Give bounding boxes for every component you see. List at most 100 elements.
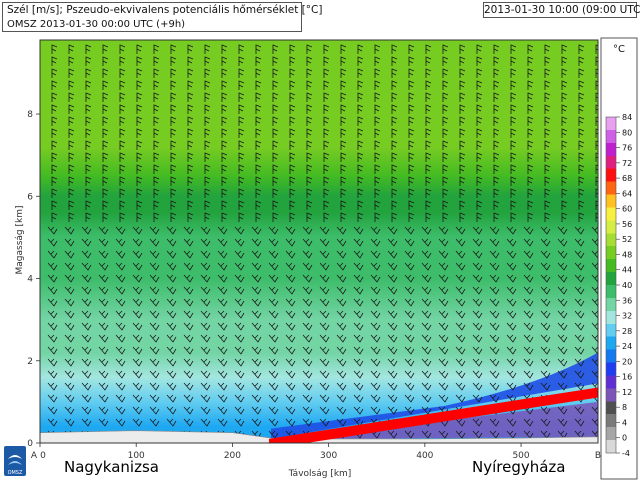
wind-barb — [204, 188, 211, 198]
wind-barb-shaft — [68, 80, 75, 90]
wind-barb-shaft — [472, 334, 483, 343]
wind-barb — [387, 382, 398, 391]
wind-barb-shaft — [340, 68, 347, 78]
wind-barb — [425, 116, 432, 126]
wind-barb-shaft — [357, 152, 364, 162]
wind-barb-shaft — [289, 44, 296, 54]
wind-barb-shaft — [459, 104, 466, 114]
wind-barb-shaft — [183, 382, 194, 391]
wind-barb — [544, 212, 551, 222]
wind-barb — [370, 226, 381, 235]
wind-barb-shaft — [64, 370, 75, 379]
wind-barb-shaft — [421, 274, 432, 283]
wind-barb — [404, 298, 415, 307]
wind-barb — [353, 238, 364, 247]
wind-barb-shaft — [472, 358, 483, 367]
wind-barb — [200, 286, 211, 295]
wind-barb — [289, 104, 296, 114]
wind-barb-shaft — [540, 370, 551, 379]
colorbar-tick-label: 76 — [622, 144, 632, 153]
wind-barb — [421, 382, 432, 391]
wind-barb — [442, 200, 449, 210]
wind-barb — [523, 358, 534, 367]
wind-barb-shaft — [64, 298, 75, 307]
wind-barb — [85, 92, 92, 102]
wind-barb-shaft — [255, 104, 262, 114]
wind-barb — [102, 116, 109, 126]
wind-barb-shaft — [323, 104, 330, 114]
wind-barb — [595, 44, 598, 54]
wind-barb-shaft — [119, 104, 126, 114]
wind-barb-shaft — [319, 322, 330, 331]
wind-barb — [404, 262, 415, 271]
wind-barb — [540, 250, 551, 259]
wind-barb — [238, 104, 245, 114]
wind-barb-shaft — [544, 176, 551, 186]
wind-barb-shaft — [217, 346, 228, 355]
wind-barb — [68, 80, 75, 90]
wind-barb — [595, 92, 598, 102]
wind-barb — [425, 140, 432, 150]
wind-barb — [438, 346, 449, 355]
wind-barb-shaft — [506, 262, 517, 271]
wind-barb — [204, 104, 211, 114]
wind-barb — [506, 370, 517, 379]
wind-barb-shaft — [544, 164, 551, 174]
wind-barb-shaft — [370, 334, 381, 343]
wind-barb — [387, 238, 398, 247]
wind-barb-shaft — [183, 274, 194, 283]
wind-barb-shaft — [323, 176, 330, 186]
wind-barb — [166, 394, 177, 403]
wind-barb — [132, 238, 143, 247]
wind-barb-shaft — [421, 226, 432, 235]
wind-barb-shaft — [119, 68, 126, 78]
wind-barb-shaft — [425, 104, 432, 114]
wind-barb — [136, 188, 143, 198]
wind-barb-shaft — [421, 262, 432, 271]
wind-barb — [170, 44, 177, 54]
y-tick-label: 2 — [27, 357, 33, 367]
wind-barb — [306, 80, 313, 90]
wind-barb — [115, 382, 126, 391]
wind-barb — [323, 164, 330, 174]
wind-barb-shaft — [85, 92, 92, 102]
colorbar-tick-label: 72 — [622, 159, 632, 168]
wind-barb — [523, 262, 534, 271]
wind-barb-shaft — [153, 212, 160, 222]
wind-barb-shaft — [119, 212, 126, 222]
wind-barb — [574, 346, 585, 355]
wind-barb-shaft — [204, 116, 211, 126]
wind-barb-shaft — [540, 322, 551, 331]
wind-barb — [387, 430, 398, 439]
wind-barb — [132, 310, 143, 319]
wind-barb-shaft — [285, 298, 296, 307]
wind-barb-shaft — [404, 274, 415, 283]
wind-barb — [442, 92, 449, 102]
wind-barb — [217, 262, 228, 271]
wind-barb — [421, 346, 432, 355]
wind-barb-shaft — [489, 346, 500, 355]
wind-barb-shaft — [98, 262, 109, 271]
wind-barb — [336, 358, 347, 367]
wind-barb-shaft — [183, 250, 194, 259]
wind-barb — [268, 358, 279, 367]
wind-barb — [510, 44, 517, 54]
wind-barb — [442, 116, 449, 126]
wind-barb-shaft — [391, 164, 398, 174]
wind-barb — [489, 286, 500, 295]
wind-barb — [472, 262, 483, 271]
wind-barb-shaft — [408, 152, 415, 162]
wind-barb-shaft — [115, 298, 126, 307]
wind-barb — [47, 418, 58, 427]
wind-barb — [336, 274, 347, 283]
wind-barb-shaft — [544, 140, 551, 150]
wind-barb-shaft — [149, 274, 160, 283]
wind-barb — [268, 322, 279, 331]
wind-barb — [438, 358, 449, 367]
wind-barb — [476, 164, 483, 174]
wind-barb — [438, 298, 449, 307]
wind-barb-shaft — [425, 92, 432, 102]
wind-barb-shaft — [336, 370, 347, 379]
wind-barb-shaft — [319, 310, 330, 319]
wind-barb-shaft — [442, 92, 449, 102]
